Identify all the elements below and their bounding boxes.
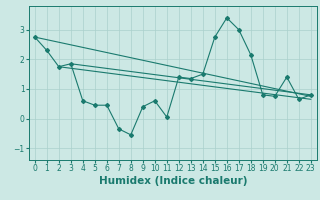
X-axis label: Humidex (Indice chaleur): Humidex (Indice chaleur) [99, 176, 247, 186]
